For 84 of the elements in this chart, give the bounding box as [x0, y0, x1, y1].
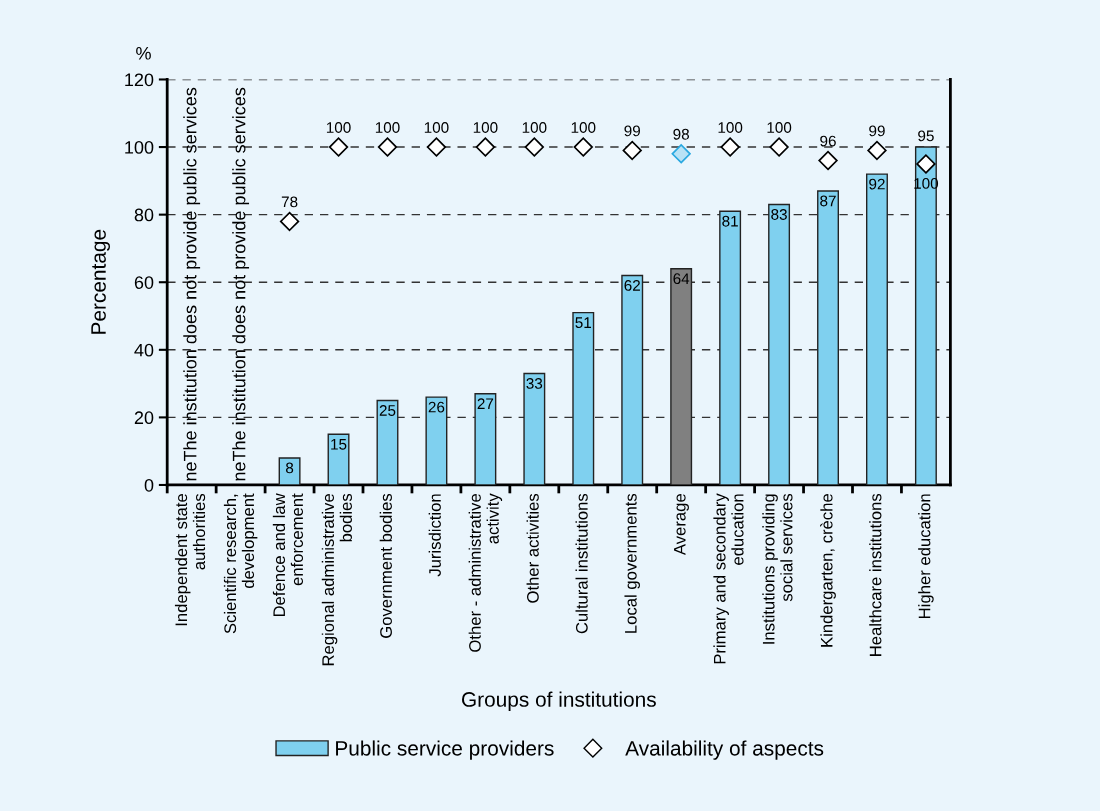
bar	[866, 173, 888, 485]
bar	[621, 274, 644, 485]
x-tick-label: Higher education	[918, 494, 934, 618]
x-tick-label: Average	[674, 494, 689, 556]
point	[867, 140, 887, 161]
data-label: 100	[718, 122, 743, 133]
data-label: 87	[820, 195, 836, 207]
bar	[817, 190, 839, 485]
data-label: 99	[624, 125, 640, 137]
x-tick-label: Primary and secondary education	[713, 493, 744, 664]
data-label: 92	[869, 178, 885, 190]
data-label: 100	[375, 122, 400, 133]
x-tick-label: Kindergarten, crèche	[820, 494, 836, 647]
x-tick-label: Cultural institutions	[575, 493, 588, 634]
data-label: 81	[722, 215, 738, 227]
bar	[719, 210, 742, 485]
y-tick-label: 120	[125, 73, 154, 87]
data-label: 99	[869, 125, 885, 137]
data-label: 100	[326, 122, 351, 133]
data-label: 78	[281, 196, 298, 208]
bar	[474, 393, 497, 485]
bar	[376, 399, 399, 485]
point	[622, 140, 642, 161]
y-tick-label: 20	[134, 411, 154, 425]
x-tick-label: Regional administrative bodies	[321, 493, 352, 666]
legend-label: Public service providers	[336, 740, 554, 760]
point	[769, 137, 789, 157]
y-tick-label: 100	[125, 141, 154, 154]
point	[279, 211, 300, 232]
x-tick-label: Independent state authorities	[174, 493, 206, 626]
annotation: neThe institution does not provide public services	[183, 87, 201, 481]
data-label: 100	[571, 122, 596, 133]
x-tick-label: Scientific research, development	[223, 493, 258, 634]
x-tick-label: Healthcare institutions	[869, 493, 882, 656]
bar	[523, 372, 546, 485]
x-tick-label: Other - administrative activity	[468, 493, 503, 652]
bar	[670, 268, 693, 485]
legend-label: Availability of aspects	[625, 740, 824, 760]
x-tick-label: Government bodies	[379, 493, 392, 638]
point	[573, 137, 593, 157]
bar	[914, 146, 937, 485]
point	[671, 144, 691, 164]
data-label: 100	[473, 122, 498, 133]
data-label: 100	[522, 122, 547, 133]
point	[916, 154, 936, 174]
text: %	[136, 46, 151, 60]
data-label: 51	[575, 317, 592, 329]
data-label: 15	[331, 439, 347, 450]
data-label: 100	[424, 122, 449, 133]
point	[377, 137, 398, 157]
data-label: 100	[767, 122, 792, 133]
x-tick-label: Institutions providing social services	[762, 493, 793, 644]
data-label: 25	[379, 405, 396, 416]
bar	[768, 203, 791, 485]
data-label: 33	[526, 378, 543, 389]
data-label: 98	[673, 128, 690, 140]
point	[328, 137, 349, 157]
point	[720, 137, 740, 157]
annotation: neThe institution does not provide public services	[232, 87, 250, 481]
y-tick-label: 0	[144, 478, 154, 492]
y-tick-label: 80	[134, 208, 154, 222]
data-label: 83	[771, 209, 787, 220]
data-label: 96	[820, 135, 836, 147]
y-tick-label: 60	[134, 276, 154, 289]
x-tick-label: Local governments	[624, 493, 640, 633]
point	[818, 150, 838, 171]
data-label: 62	[624, 280, 640, 291]
data-label: 95	[918, 130, 934, 142]
point	[524, 137, 544, 157]
bar	[327, 433, 350, 485]
bar	[425, 396, 448, 485]
data-label: 64	[673, 273, 690, 285]
bar	[572, 311, 595, 485]
bar	[278, 457, 301, 485]
data-label: 26	[428, 401, 445, 413]
data-label: 8	[285, 462, 294, 474]
data-label: 27	[477, 398, 494, 409]
point	[426, 137, 447, 157]
y-tick-label: 40	[134, 343, 154, 357]
x-tick-label: Other activities	[526, 493, 539, 603]
point	[475, 137, 496, 157]
x-axis-title: Groups of institutions	[462, 691, 656, 711]
y-axis-title: Percentage	[91, 229, 110, 334]
x-tick-label: Jurisdiction	[428, 494, 441, 577]
